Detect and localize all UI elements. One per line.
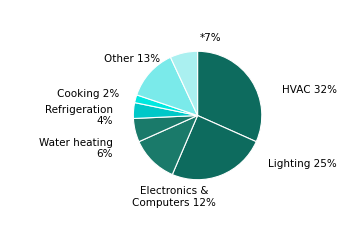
Wedge shape [171,51,198,116]
Text: Water heating
6%: Water heating 6% [39,138,113,159]
Text: Lighting 25%: Lighting 25% [268,159,337,169]
Wedge shape [139,116,198,175]
Text: HVAC 32%: HVAC 32% [282,85,337,95]
Text: *7%: *7% [199,33,221,43]
Text: Refrigeration
4%: Refrigeration 4% [45,105,113,126]
Wedge shape [135,95,198,116]
Text: Cooking 2%: Cooking 2% [57,88,119,99]
Wedge shape [137,57,198,116]
Wedge shape [198,51,262,142]
Text: Other 13%: Other 13% [104,54,160,64]
Wedge shape [134,116,198,142]
Wedge shape [134,103,198,119]
Text: Electronics &
Computers 12%: Electronics & Computers 12% [132,186,216,208]
Wedge shape [172,116,256,180]
